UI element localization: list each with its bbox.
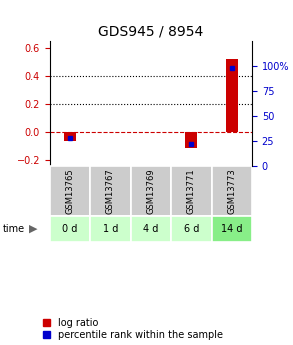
Bar <box>131 167 171 217</box>
Bar <box>50 167 90 217</box>
Text: 14 d: 14 d <box>221 224 243 234</box>
Bar <box>90 167 131 217</box>
Text: 4 d: 4 d <box>143 224 159 234</box>
Text: GSM13771: GSM13771 <box>187 169 196 214</box>
Text: GSM13765: GSM13765 <box>66 169 74 214</box>
Text: 0 d: 0 d <box>62 224 78 234</box>
Bar <box>212 217 252 241</box>
Text: 1 d: 1 d <box>103 224 118 234</box>
Bar <box>212 167 252 217</box>
Bar <box>90 217 131 241</box>
Title: GDS945 / 8954: GDS945 / 8954 <box>98 25 204 39</box>
Text: time: time <box>3 224 25 234</box>
Bar <box>64 132 76 141</box>
Bar <box>50 217 90 241</box>
Legend: log ratio, percentile rank within the sample: log ratio, percentile rank within the sa… <box>43 318 223 340</box>
Text: GSM13767: GSM13767 <box>106 169 115 214</box>
Bar <box>171 167 212 217</box>
Text: GSM13769: GSM13769 <box>146 169 155 214</box>
Text: ▶: ▶ <box>29 224 38 234</box>
Text: GSM13773: GSM13773 <box>227 169 236 214</box>
Bar <box>171 217 212 241</box>
Bar <box>131 217 171 241</box>
Bar <box>185 132 197 148</box>
Text: 6 d: 6 d <box>184 224 199 234</box>
Bar <box>226 59 238 132</box>
